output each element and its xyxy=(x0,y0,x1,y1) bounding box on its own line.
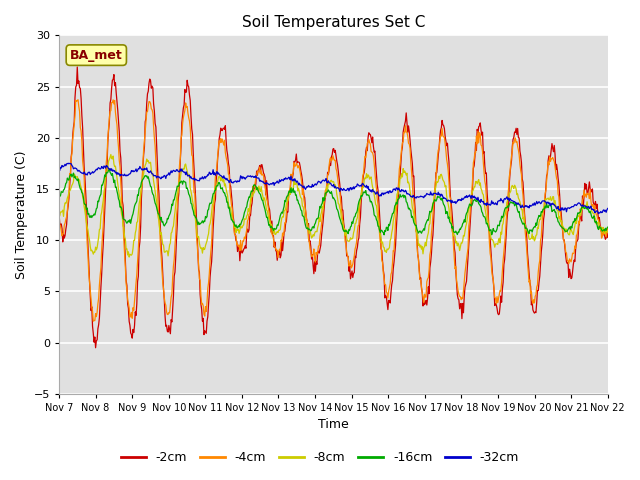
X-axis label: Time: Time xyxy=(318,419,349,432)
Y-axis label: Soil Temperature (C): Soil Temperature (C) xyxy=(15,150,28,279)
Legend: -2cm, -4cm, -8cm, -16cm, -32cm: -2cm, -4cm, -8cm, -16cm, -32cm xyxy=(116,446,524,469)
Title: Soil Temperatures Set C: Soil Temperatures Set C xyxy=(242,15,425,30)
Text: BA_met: BA_met xyxy=(70,48,123,61)
